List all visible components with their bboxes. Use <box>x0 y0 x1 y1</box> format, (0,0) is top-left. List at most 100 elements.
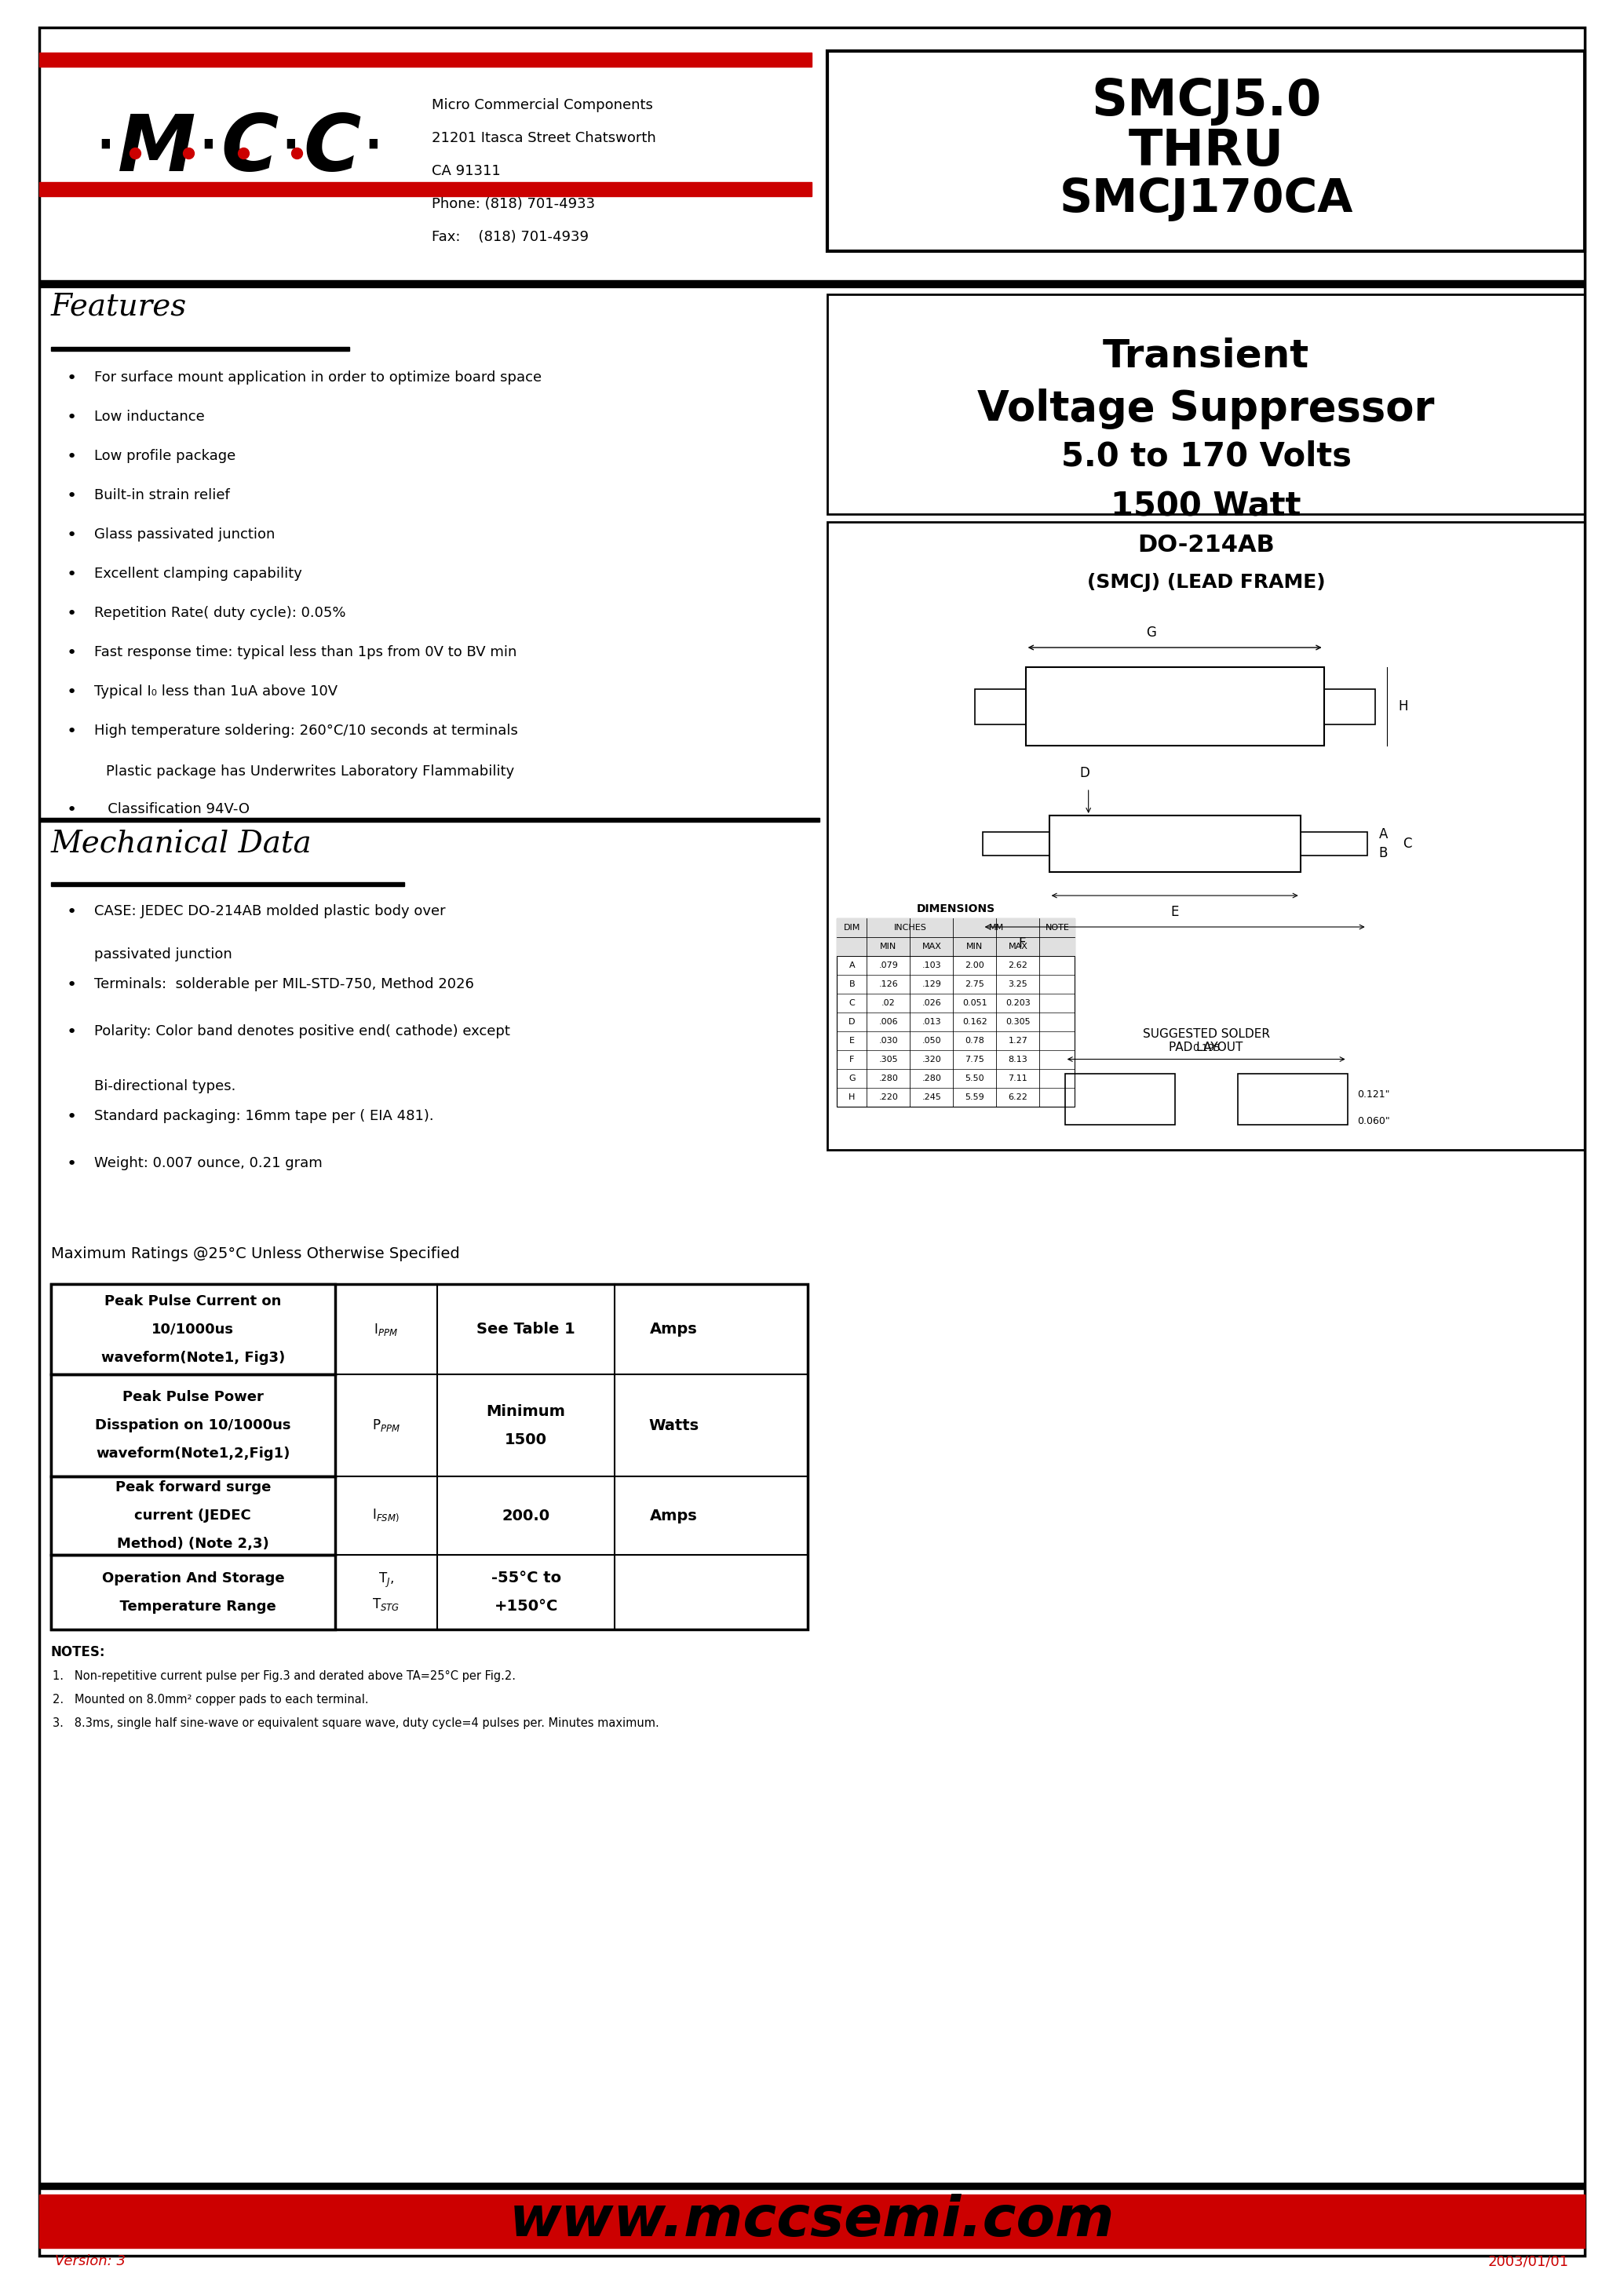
Text: •: • <box>67 450 76 464</box>
Text: Standard packaging: 16mm tape per ( EIA 481).: Standard packaging: 16mm tape per ( EIA … <box>94 1108 434 1122</box>
Text: P$_{PPM}$: P$_{PPM}$ <box>372 1418 400 1432</box>
Text: SMCJ5.0: SMCJ5.0 <box>1091 76 1322 126</box>
Text: 0.162: 0.162 <box>963 1019 987 1026</box>
Text: waveform(Note1,2,Fig1): waveform(Note1,2,Fig1) <box>96 1446 291 1460</box>
Text: B: B <box>849 980 854 989</box>
Bar <box>39 2194 1585 2247</box>
Text: 2003/01/01: 2003/01/01 <box>1488 2254 1569 2267</box>
Text: www.mccsemi.com: www.mccsemi.com <box>510 2194 1114 2249</box>
Text: •: • <box>67 1024 76 1040</box>
Bar <box>50 1375 335 1476</box>
Bar <box>836 918 1075 1106</box>
Text: Fax:    (818) 701-4939: Fax: (818) 701-4939 <box>432 230 588 243</box>
Text: C: C <box>1403 838 1411 851</box>
Bar <box>836 936 1075 957</box>
Text: 0.195: 0.195 <box>1192 1042 1220 1053</box>
Text: 0.051: 0.051 <box>963 998 987 1008</box>
Text: G: G <box>848 1074 856 1083</box>
Bar <box>983 833 1049 856</box>
Text: •: • <box>67 411 76 425</box>
Text: Repetition Rate( duty cycle): 0.05%: Repetition Rate( duty cycle): 0.05% <box>94 606 346 620</box>
Text: 5.59: 5.59 <box>965 1092 984 1102</box>
Text: D: D <box>1080 767 1090 780</box>
Text: See Table 1: See Table 1 <box>476 1322 575 1336</box>
Text: Peak forward surge: Peak forward surge <box>115 1480 271 1494</box>
Text: NOTE: NOTE <box>1046 925 1069 932</box>
Text: NOTES:: NOTES: <box>50 1646 106 1659</box>
Text: 7.75: 7.75 <box>965 1056 984 1063</box>
Text: 7.11: 7.11 <box>1009 1074 1028 1083</box>
Text: A: A <box>1379 826 1389 842</box>
Bar <box>828 294 1585 514</box>
Text: .280: .280 <box>922 1074 942 1083</box>
Text: Plastic package has Underwrites Laboratory Flammability: Plastic package has Underwrites Laborato… <box>106 764 515 778</box>
Bar <box>39 2183 1585 2189</box>
Bar <box>50 1476 335 1554</box>
Text: Disspation on 10/1000us: Disspation on 10/1000us <box>96 1418 291 1432</box>
Text: Peak Pulse Power: Peak Pulse Power <box>122 1391 263 1405</box>
Text: Low profile package: Low profile package <box>94 450 235 464</box>
Text: •: • <box>67 723 76 739</box>
Text: 1500 Watt: 1500 Watt <box>1111 491 1301 523</box>
Text: Mechanical Data: Mechanical Data <box>50 828 312 858</box>
Text: $\cdot$M$\cdot$C$\cdot$C$\cdot$: $\cdot$M$\cdot$C$\cdot$C$\cdot$ <box>93 110 378 188</box>
Text: 1.   Non-repetitive current pulse per Fig.3 and derated above TA=25°C per Fig.2.: 1. Non-repetitive current pulse per Fig.… <box>52 1671 516 1682</box>
Text: T$_{J}$,: T$_{J}$, <box>378 1572 393 1590</box>
Text: MIN: MIN <box>880 943 896 950</box>
Bar <box>50 1554 335 1629</box>
Bar <box>50 1476 335 1554</box>
Text: CASE: JEDEC DO-214AB molded plastic body over: CASE: JEDEC DO-214AB molded plastic body… <box>94 904 445 918</box>
Bar <box>50 881 404 886</box>
Bar <box>1065 1074 1174 1125</box>
Text: A: A <box>849 962 854 968</box>
Text: .006: .006 <box>879 1019 898 1026</box>
Bar <box>39 280 1585 287</box>
Text: DIM: DIM <box>843 925 861 932</box>
Text: 2.75: 2.75 <box>965 980 984 989</box>
Text: .129: .129 <box>922 980 942 989</box>
Text: •: • <box>67 1157 76 1173</box>
Text: B: B <box>1379 847 1389 861</box>
Bar <box>836 918 1075 936</box>
Text: INCHES: INCHES <box>893 925 926 932</box>
Text: .013: .013 <box>922 1019 942 1026</box>
Bar <box>1324 688 1376 723</box>
Text: -55°C to: -55°C to <box>490 1570 560 1586</box>
Text: Phone: (818) 701-4933: Phone: (818) 701-4933 <box>432 197 594 211</box>
Text: DIMENSIONS: DIMENSIONS <box>916 904 996 913</box>
Bar <box>50 1285 335 1375</box>
Text: .280: .280 <box>879 1074 898 1083</box>
Text: 8.13: 8.13 <box>1009 1056 1028 1063</box>
Text: .050: .050 <box>922 1037 942 1044</box>
Text: Watts: Watts <box>648 1418 698 1432</box>
Text: •: • <box>67 369 76 386</box>
Text: •: • <box>67 528 76 544</box>
Text: E: E <box>1171 904 1179 918</box>
Text: .079: .079 <box>879 962 898 968</box>
Text: 2.00: 2.00 <box>965 962 984 968</box>
Bar <box>39 817 820 822</box>
Text: Features: Features <box>50 291 187 321</box>
Text: For surface mount application in order to optimize board space: For surface mount application in order t… <box>94 369 542 386</box>
Text: MAX: MAX <box>922 943 942 950</box>
Text: 0.78: 0.78 <box>965 1037 984 1044</box>
Bar <box>39 181 812 195</box>
Text: 0.203: 0.203 <box>1005 998 1030 1008</box>
Text: THRU: THRU <box>1129 126 1285 174</box>
Bar <box>50 1375 335 1476</box>
Text: Maximum Ratings @25°C Unless Otherwise Specified: Maximum Ratings @25°C Unless Otherwise S… <box>50 1246 460 1262</box>
Bar <box>1237 1074 1348 1125</box>
Text: E: E <box>849 1037 854 1044</box>
Bar <box>828 50 1585 250</box>
Bar <box>974 688 1026 723</box>
Text: Bi-directional types.: Bi-directional types. <box>94 1079 235 1092</box>
Text: H: H <box>1398 700 1408 714</box>
Text: .126: .126 <box>879 980 898 989</box>
Text: SMCJ170CA: SMCJ170CA <box>1059 177 1353 223</box>
Text: Temperature Range: Temperature Range <box>110 1600 276 1613</box>
Text: •: • <box>67 606 76 622</box>
Text: (SMCJ) (LEAD FRAME): (SMCJ) (LEAD FRAME) <box>1086 574 1325 592</box>
Text: I$_{PPM}$: I$_{PPM}$ <box>374 1322 398 1338</box>
Text: High temperature soldering: 260°C/10 seconds at terminals: High temperature soldering: 260°C/10 sec… <box>94 723 518 737</box>
Text: •: • <box>67 978 76 994</box>
